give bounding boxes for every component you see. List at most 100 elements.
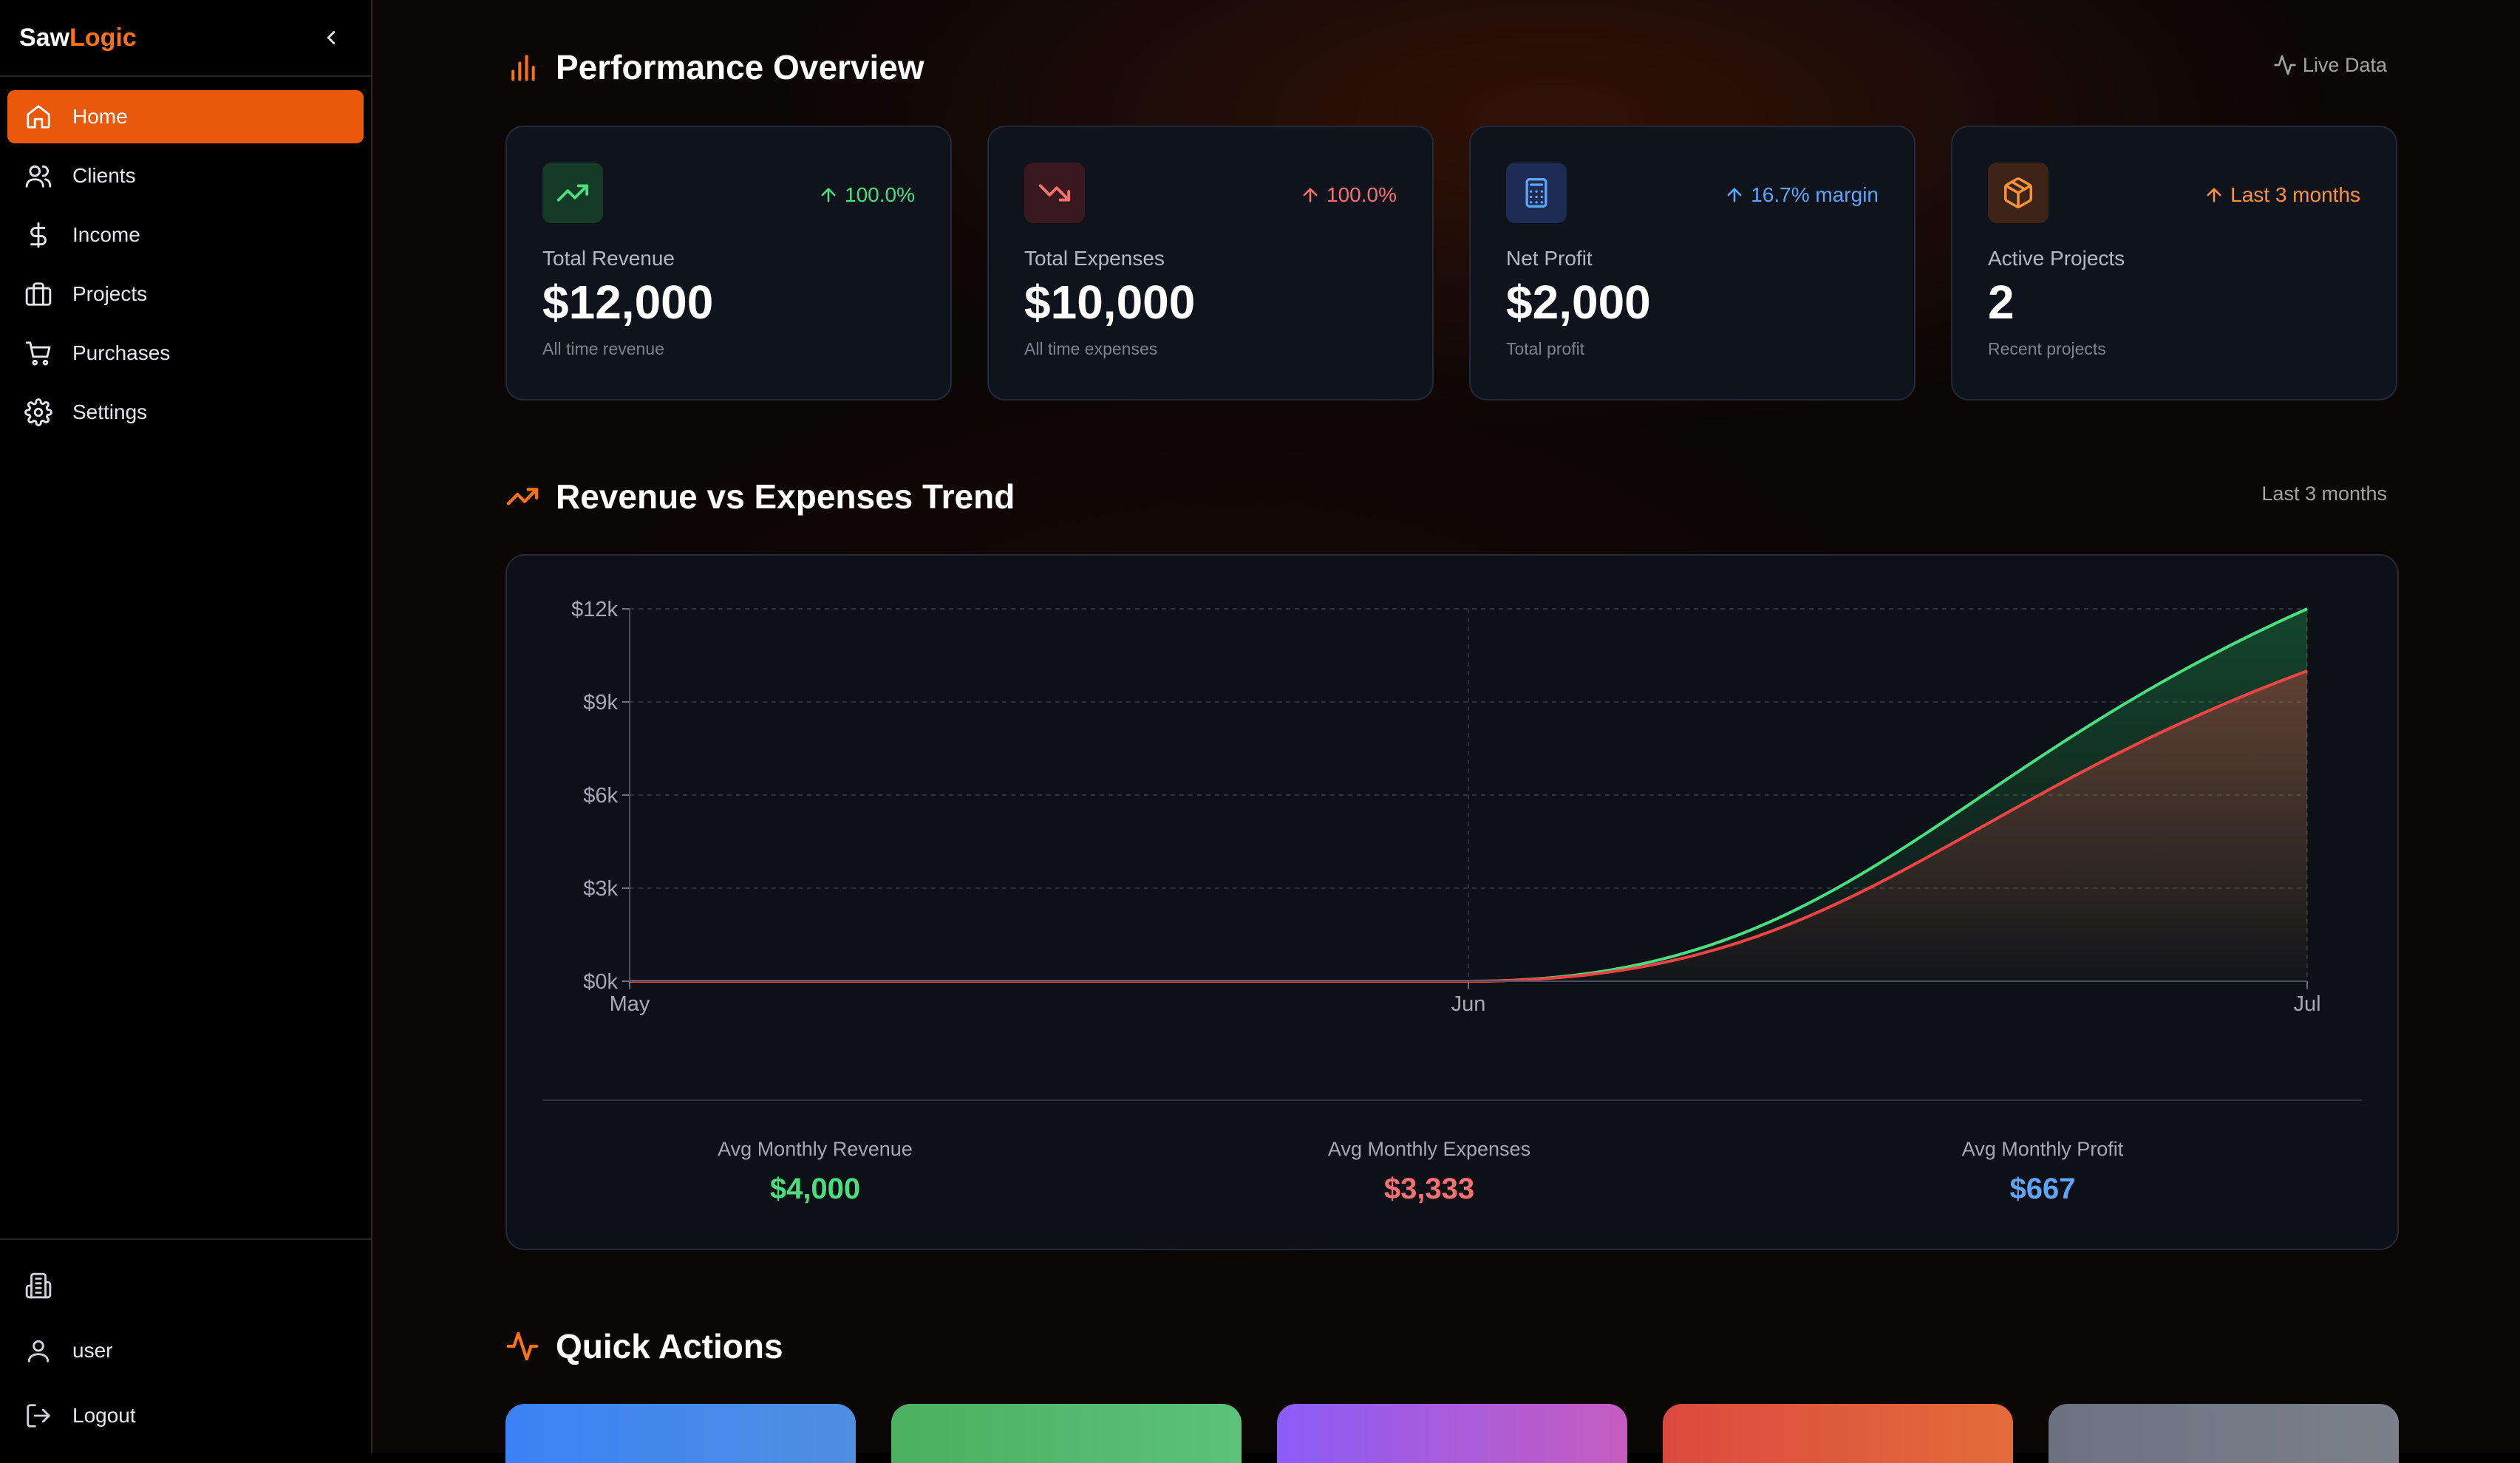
series-area-2 [630,671,2307,981]
performance-overview-header: Performance Overview [505,47,924,87]
brand-part-saw: Saw [19,23,70,52]
y-tick-label: $0k [583,970,618,994]
stat-value: $2,000 [1506,276,1651,329]
quick-actions-title: Quick Actions [556,1327,783,1365]
stat-value: $12,000 [542,276,714,329]
x-tick-label: Jul [2293,992,2320,1016]
revenue-expenses-chart: $0k $3k $6k $9k $12k May Jun Jul [571,598,2320,1016]
quick-action-button-4[interactable] [1663,1404,2013,1463]
quick-action-button-3[interactable] [1277,1404,1627,1463]
stat-badge: 100.0% [1300,183,1397,207]
sidebar: SawLogic Home Clients Income Projects Pu… [0,0,372,1453]
stat-badge-text: 100.0% [1327,183,1397,206]
sidebar-item-label: Projects [72,282,148,305]
user-profile-button[interactable]: user [7,1321,364,1380]
stat-badge: 16.7% margin [1724,183,1879,207]
stat-card-total-revenue: 100.0% Total Revenue $12,000 All time re… [505,126,952,400]
logout-label: Logout [72,1404,136,1427]
sidebar-item-projects[interactable]: Projects [7,267,364,321]
logout-button[interactable]: Logout [7,1386,364,1445]
stat-label: Total Expenses [1024,247,1165,270]
avg-monthly-revenue: Avg Monthly Revenue $4,000 [593,1138,1037,1206]
action-icon [1317,1436,1346,1459]
calculator-icon [1506,163,1567,223]
avg-label: Avg Monthly Revenue [718,1138,913,1160]
arrow-up-icon [1727,188,1742,202]
live-data-indicator: Live Data [2273,53,2387,77]
y-tick-label: $9k [583,691,618,715]
quick-action-button-2[interactable] [891,1404,1242,1463]
collapse-sidebar-button[interactable] [310,17,352,58]
quick-actions-header: Quick Actions [505,1326,783,1366]
stat-card-net-profit: 16.7% margin Net Profit $2,000 Total pro… [1469,126,1915,400]
company-button[interactable] [7,1256,364,1315]
action-icon [545,1436,575,1459]
avg-label: Avg Monthly Expenses [1327,1138,1531,1160]
gear-icon [24,398,53,427]
sidebar-item-income[interactable]: Income [7,208,364,262]
stat-badge: 100.0% [818,183,915,207]
y-tick-label: $6k [583,784,618,808]
sidebar-item-settings[interactable]: Settings [7,386,364,439]
sidebar-item-label: Home [72,105,128,128]
sidebar-nav: Home Clients Income Projects Purchases S… [0,77,371,458]
avg-monthly-profit: Avg Monthly Profit $667 [1821,1138,2264,1206]
trend-chart-card: $0k $3k $6k $9k $12k May Jun Jul Avg Monthly Re… [505,554,2399,1250]
stat-label: Active Projects [1988,247,2125,270]
stat-badge-text: 100.0% [845,183,915,206]
user-icon [24,1336,53,1365]
stats-cards: 100.0% Total Revenue $12,000 All time re… [505,126,2397,400]
y-tick-label: $3k [583,877,618,901]
brand-logo[interactable]: SawLogic [19,24,137,52]
dollar-icon [24,220,53,250]
main-content: Performance Overview Live Data 100.0% To… [372,0,2520,1463]
sidebar-item-label: Income [72,223,140,246]
bar-chart-icon [505,50,539,84]
chart-divider [542,1099,2362,1101]
x-tick-label: May [610,992,650,1016]
action-icon [931,1436,961,1459]
brand-part-logic: Logic [69,23,137,52]
activity-icon [2274,55,2296,75]
stat-subtext: Total profit [1506,339,1585,359]
x-tick-label: Jun [1451,992,1486,1016]
sidebar-footer: user Logout [0,1238,371,1453]
sidebar-item-label: Purchases [72,341,171,364]
quick-action-button-5[interactable] [2049,1404,2399,1463]
user-label: user [72,1339,113,1362]
y-tick-label: $12k [571,598,618,621]
stat-value: 2 [1988,276,2015,329]
stat-label: Total Revenue [542,247,675,270]
trend-header: Revenue vs Expenses Trend [505,477,1015,516]
sidebar-item-purchases[interactable]: Purchases [7,327,364,380]
stat-badge-text: 16.7% margin [1751,183,1879,206]
stat-card-active-projects: Last 3 months Active Projects 2 Recent p… [1951,126,2397,400]
sidebar-item-home[interactable]: Home [7,90,364,143]
quick-action-button-1[interactable] [505,1404,856,1463]
stat-badge-text: Last 3 months [2230,183,2360,206]
series-line-2 [630,669,2308,983]
avg-value: $3,333 [1383,1173,1475,1205]
building-icon [24,1271,53,1300]
stat-subtext: All time expenses [1024,339,1158,359]
sidebar-item-clients[interactable]: Clients [7,149,364,202]
live-data-label: Live Data [2302,53,2387,76]
package-icon [1988,163,2049,223]
chevron-left-icon [327,31,336,44]
stat-subtext: Recent projects [1988,339,2106,359]
users-icon [24,161,53,191]
trend-title: Revenue vs Expenses Trend [556,477,1015,516]
quick-actions-row [505,1404,2399,1463]
avg-value: $4,000 [769,1173,861,1205]
action-icon [1703,1436,1732,1459]
stat-subtext: All time revenue [542,339,664,359]
logout-icon [24,1401,53,1430]
arrow-up-icon [1303,188,1318,202]
stat-card-total-expenses: 100.0% Total Expenses $10,000 All time e… [987,126,1434,400]
stat-value: $10,000 [1024,276,1196,329]
cart-icon [24,338,53,368]
home-icon [24,102,53,132]
arrow-up-icon [821,188,836,202]
trending-up-icon [505,480,539,514]
action-icon [2088,1436,2118,1459]
